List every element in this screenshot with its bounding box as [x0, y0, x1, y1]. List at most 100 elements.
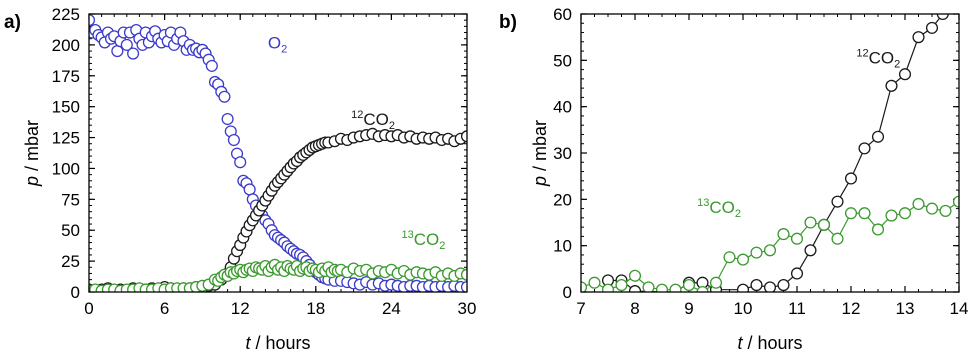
panel-a: 0 6 12 18 24 300255075100125150175200225O212C… [4, 5, 476, 353]
data-point-c13 [858, 207, 871, 220]
formula-subscript: 2 [389, 120, 395, 132]
data-point-c13 [925, 202, 939, 215]
plot-area [89, 14, 467, 292]
data-point-o2 [89, 14, 96, 27]
data-point-o2 [205, 59, 218, 72]
data-point-c13 [642, 281, 655, 292]
y-axis-title: p / mbar [530, 120, 550, 187]
data-point-c13 [790, 232, 804, 245]
plot-area [581, 14, 959, 292]
x-tick-label: 24 [382, 299, 401, 318]
data-point-c13 [581, 281, 588, 292]
isotope-superscript: 13 [401, 229, 413, 241]
data-point-c13 [871, 223, 885, 236]
data-point-c13 [898, 207, 912, 220]
data-point-o2 [460, 281, 467, 292]
series-label-c12: 12CO2 [856, 48, 900, 71]
data-point-c12 [804, 244, 817, 257]
x-tick-label: 9 [684, 299, 693, 318]
formula-text: CO [709, 198, 735, 217]
y-tick-label: 50 [61, 221, 80, 240]
isotope-superscript: 12 [856, 48, 868, 60]
x-tick-label: 6 [160, 299, 169, 318]
data-point-c13 [628, 269, 642, 282]
data-point-c13 [763, 244, 777, 257]
data-point-c12 [831, 195, 844, 208]
plot-frame [580, 13, 960, 293]
data-point-c12 [460, 130, 467, 143]
y-tick-label: 20 [553, 190, 572, 209]
x-tick-label: 11 [788, 299, 806, 318]
series-label-o2: O2 [268, 34, 287, 56]
y-tick-label: 225 [52, 5, 80, 24]
y-tick-label: 75 [61, 190, 80, 209]
data-point-c13 [804, 216, 817, 229]
isotope-superscript: 13 [697, 197, 709, 209]
data-point-c13 [844, 207, 858, 220]
formula-text: CO [363, 110, 389, 129]
x-tick-label: 12 [842, 299, 861, 318]
data-point-o2 [218, 90, 231, 103]
data-point-c13 [588, 276, 601, 289]
data-point-c12 [885, 79, 898, 92]
data-point-c12 [898, 68, 912, 81]
data-point-c12 [925, 21, 939, 34]
formula-text: O [268, 34, 281, 53]
data-point-c12 [790, 267, 804, 280]
x-axis-title: t / hours [737, 333, 802, 353]
plot-frame [88, 13, 468, 293]
formula-subscript: 2 [735, 208, 741, 220]
x-tick-label: 30 [458, 299, 477, 318]
y-tick-label: 30 [553, 144, 572, 163]
series-label-c13: 13CO2 [401, 229, 445, 252]
data-point-o2 [221, 112, 234, 126]
x-axis-title: t / hours [245, 333, 310, 353]
y-tick-label: 175 [52, 67, 80, 86]
x-tick-label: 7 [576, 299, 585, 318]
formula-subscript: 2 [281, 44, 287, 56]
formula-text: CO [414, 230, 440, 249]
y-tick-label: 100 [52, 159, 80, 178]
y-tick-label: 40 [553, 98, 572, 117]
data-point-c12 [736, 283, 750, 292]
series-c13 [581, 195, 959, 292]
panel-b: 7 8 9 10 11 12 13 14010203040506012CO213CO2b)t … [499, 5, 968, 353]
y-tick-label: 10 [553, 237, 572, 256]
data-point-c12 [844, 172, 858, 185]
panel-label: a) [4, 12, 21, 33]
x-tick-label: 14 [950, 299, 969, 318]
y-tick-label: 150 [52, 98, 80, 117]
data-point-c13 [939, 204, 952, 217]
y-tick-label: 200 [52, 36, 80, 55]
data-point-o2 [227, 133, 240, 147]
data-point-c13 [885, 209, 898, 222]
formula-subscript: 2 [894, 59, 900, 71]
y-tick-label: 25 [61, 252, 80, 271]
isotope-superscript: 12 [351, 109, 363, 121]
x-tick-label: 13 [896, 299, 915, 318]
x-tick-label: 8 [630, 299, 639, 318]
x-tick-label: 18 [306, 299, 325, 318]
data-point-c13 [817, 218, 831, 231]
data-point-o2 [111, 45, 124, 58]
series-o2 [89, 14, 467, 292]
data-point-o2 [234, 156, 247, 169]
x-tick-label: 0 [84, 299, 93, 318]
y-axis-title: p / mbar [22, 120, 42, 187]
data-point-c13 [601, 283, 615, 292]
data-point-o2 [120, 38, 133, 51]
data-point-c12 [871, 130, 885, 143]
data-point-c13 [912, 197, 925, 211]
data-point-c13 [723, 251, 736, 264]
data-point-c13 [709, 276, 723, 289]
data-point-c13 [460, 268, 467, 281]
data-point-c13 [655, 283, 669, 292]
data-point-c12 [750, 278, 763, 292]
formula-subscript: 2 [439, 240, 445, 252]
x-tick-label: 12 [231, 299, 250, 318]
data-point-c12 [777, 278, 790, 292]
data-point-o2 [243, 183, 256, 196]
data-point-c12 [858, 142, 871, 155]
formula-text: CO [869, 49, 895, 68]
